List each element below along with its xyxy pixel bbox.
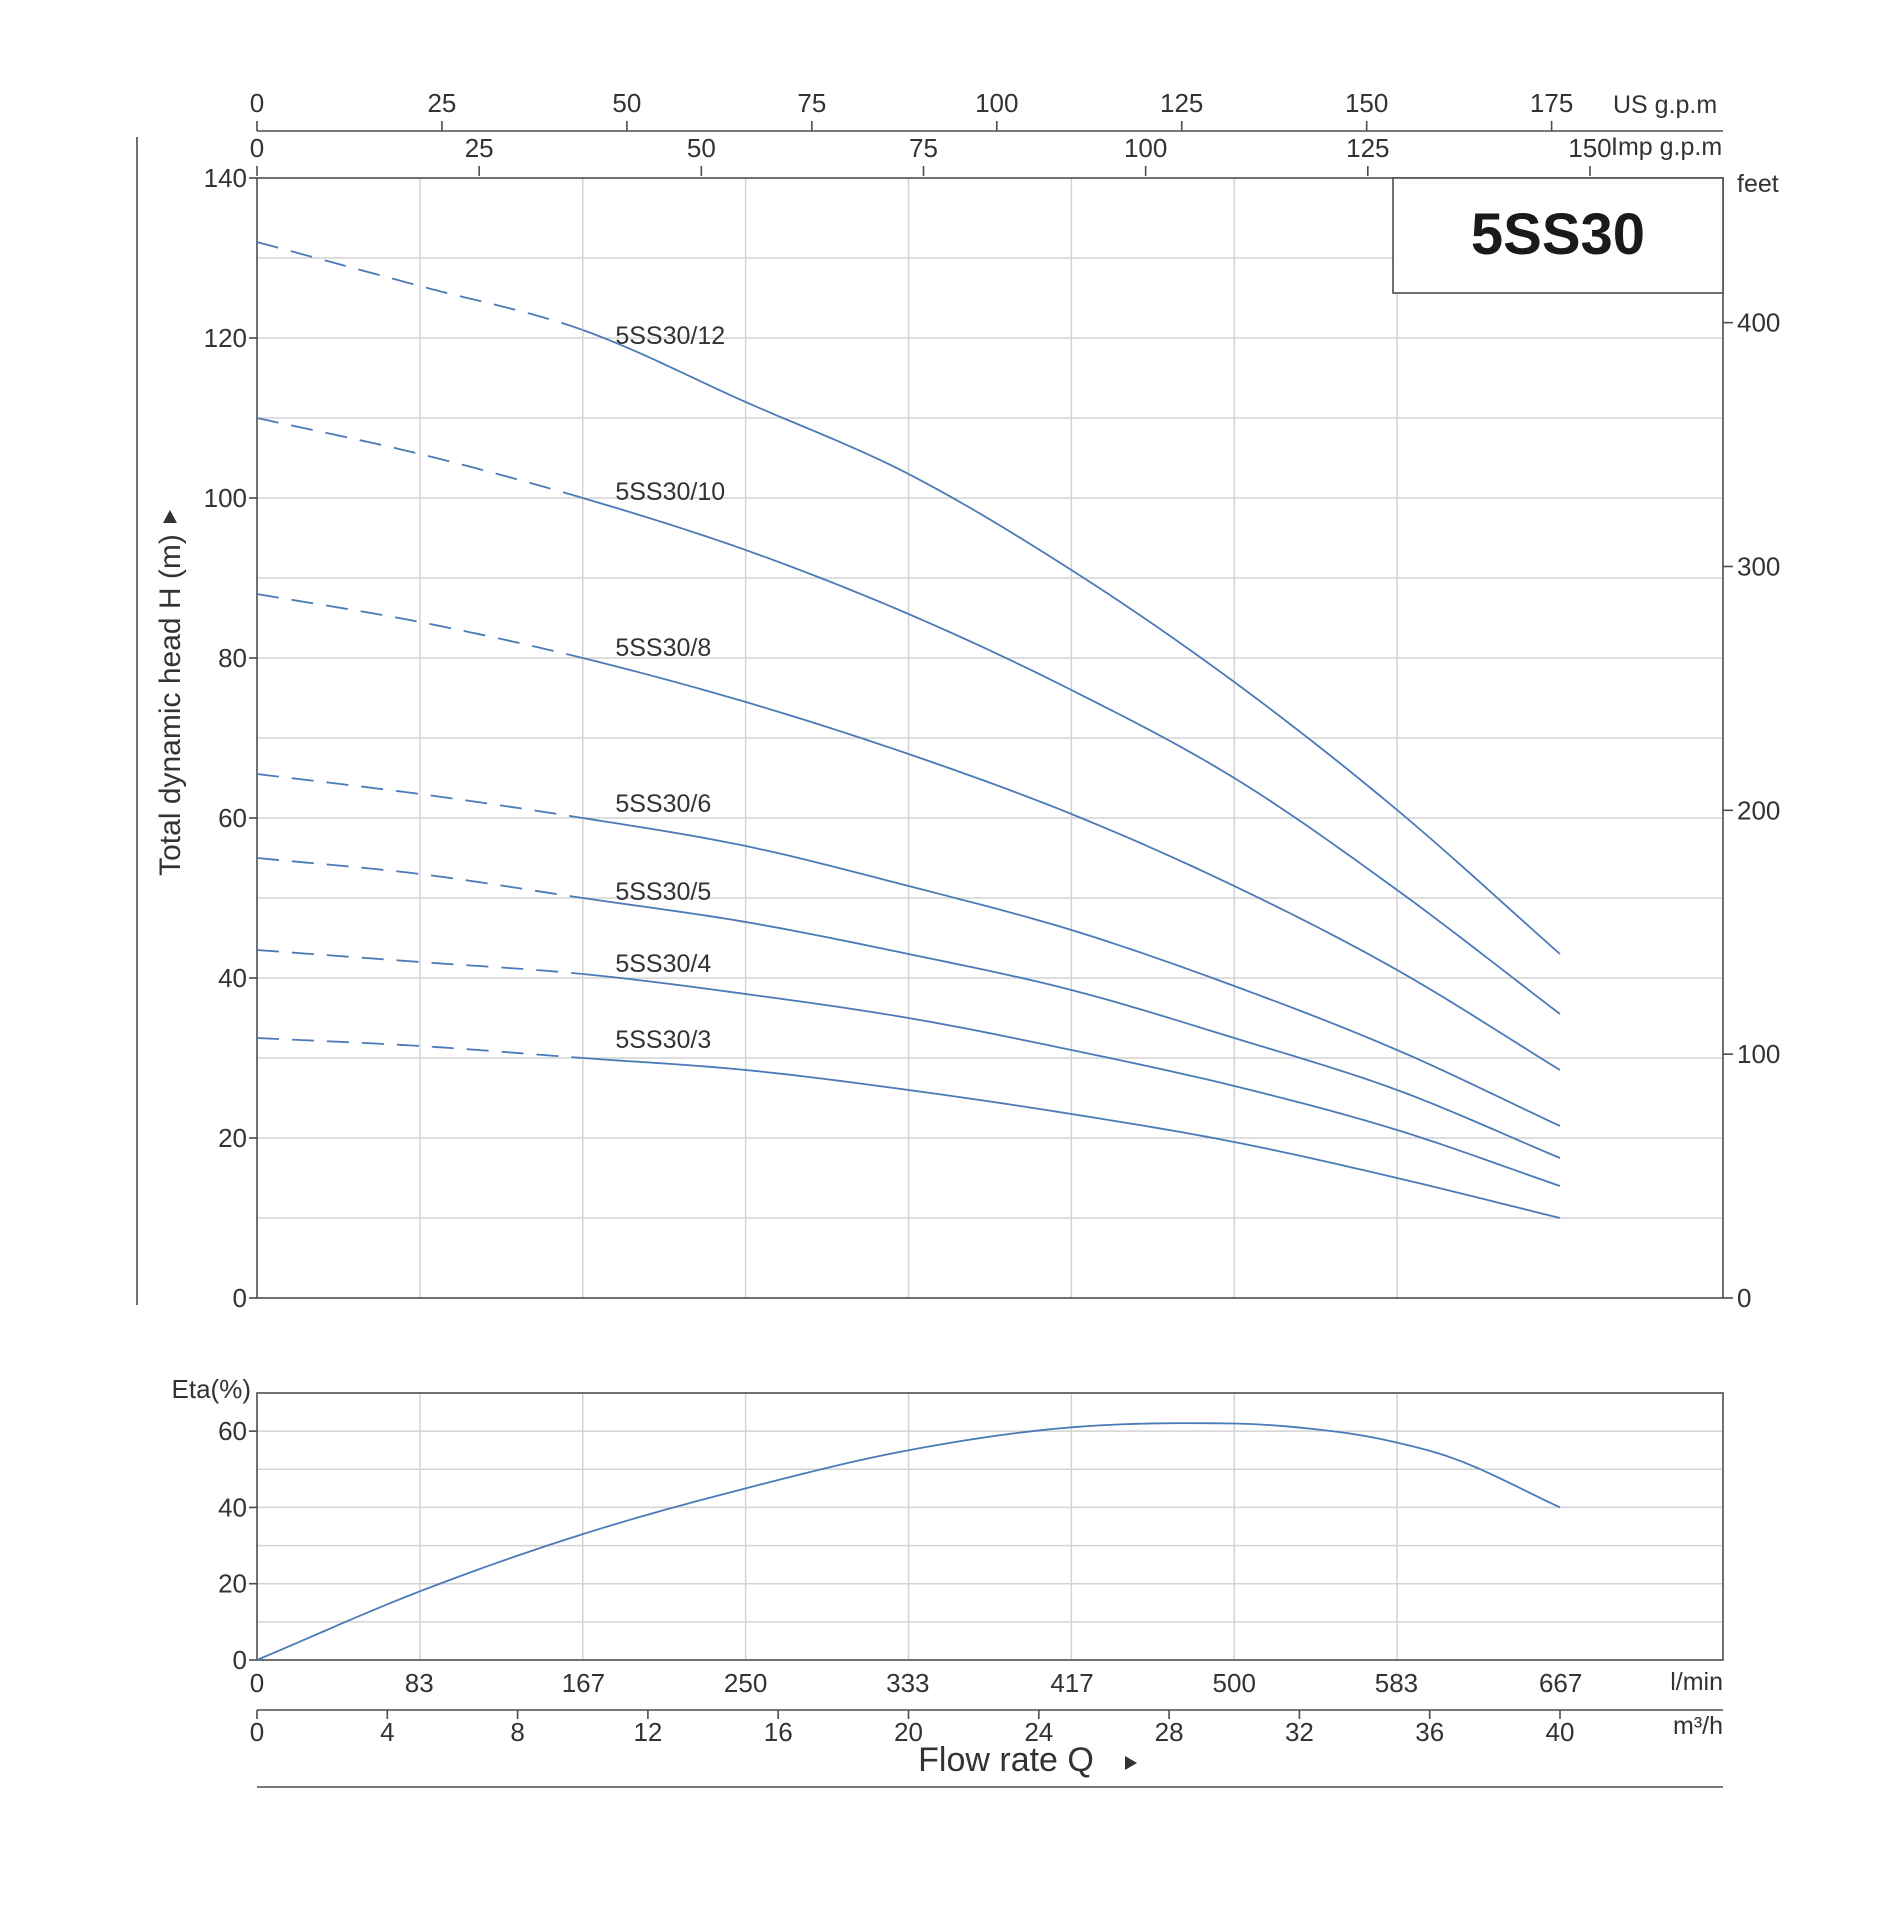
head-y-tick-label: 100 [204,483,247,513]
head-curve-5SS30-4 [582,973,1561,1187]
m3h-tick-label: 16 [764,1717,793,1747]
imp-gpm-tick-label: 25 [465,133,494,163]
model-title-box [1392,177,1724,294]
imp-gpm-tick-label: 100 [1124,133,1167,163]
head-curve-dashed-5SS30-12 [256,241,584,331]
feet-tick-label: 200 [1737,795,1780,825]
flow-rate-title: Flow rate Q [918,1741,1094,1779]
head-curve-5SS30-8 [582,657,1561,1071]
imp-gpm-unit-label: Imp g.p.m [1611,133,1722,161]
lmin-tick-label: 0 [250,1668,264,1698]
curve-label-5SS30-10: 5SS30/10 [615,478,725,506]
eta-axis-title: Eta(%) [172,1374,251,1404]
head-y-tick-label: 120 [204,323,247,353]
head-curve-5SS30-10 [582,497,1561,1015]
y-axis-arrow-icon [163,510,177,523]
feet-tick-label: 300 [1737,551,1780,581]
eta-y-tick-label: 60 [218,1416,247,1446]
m3h-tick-label: 36 [1415,1717,1444,1747]
eta-plot-frame [256,1392,1724,1661]
head-curve-dashed-5SS30-4 [256,949,583,975]
feet-unit-label: feet [1737,170,1779,198]
lmin-tick-label: 83 [405,1668,434,1698]
curve-label-5SS30-3: 5SS30/3 [615,1026,711,1054]
text-layer: 0204060801001201400100200300400feetTotal… [154,88,1780,1779]
eta-y-tick-label: 0 [233,1645,247,1675]
us-gpm-tick-label: 175 [1530,88,1573,118]
head-curve-5SS30-3 [582,1057,1561,1219]
m3h-tick-label: 24 [1024,1717,1053,1747]
m3h-tick-label: 8 [510,1717,524,1747]
curve-label-5SS30-8: 5SS30/8 [615,634,711,662]
imp-gpm-tick-label: 150 [1568,133,1611,163]
feet-tick-label: 0 [1737,1283,1751,1313]
flow-arrow-icon [1125,1756,1137,1770]
curve-label-5SS30-12: 5SS30/12 [615,322,725,350]
grid-layer [257,178,1723,1660]
head-y-tick-label: 40 [218,963,247,993]
feet-tick-label: 400 [1737,308,1780,338]
lmin-unit-label: l/min [1670,1668,1723,1696]
head-curve-dashed-5SS30-6 [256,773,583,819]
m3h-tick-label: 4 [380,1717,394,1747]
lmin-tick-label: 333 [886,1668,929,1698]
head-curve-dashed-5SS30-10 [256,417,584,499]
us-gpm-tick-label: 0 [250,88,264,118]
us-gpm-tick-label: 150 [1345,88,1388,118]
lmin-tick-label: 500 [1213,1668,1256,1698]
axes-layer [136,121,1733,1788]
head-curve-dashed-5SS30-3 [256,1037,583,1059]
us-gpm-tick-label: 50 [612,88,641,118]
eta-y-tick-label: 40 [218,1492,247,1522]
us-gpm-unit-label: US g.p.m [1613,91,1717,119]
m3h-tick-label: 20 [894,1717,923,1747]
m3h-tick-label: 12 [633,1717,662,1747]
us-gpm-tick-label: 100 [975,88,1018,118]
m3h-tick-label: 28 [1155,1717,1184,1747]
head-curve-dashed-5SS30-5 [256,857,583,899]
imp-gpm-tick-label: 0 [250,133,264,163]
model-title: 5SS30 [1471,202,1645,267]
head-curve-5SS30-6 [582,817,1561,1127]
head-curve-dashed-5SS30-8 [256,593,583,659]
us-gpm-tick-label: 25 [427,88,456,118]
head-y-axis-title: Total dynamic head H (m) [154,534,187,876]
head-y-tick-label: 80 [218,643,247,673]
lmin-tick-label: 417 [1050,1668,1093,1698]
head-y-tick-label: 20 [218,1123,247,1153]
eta-y-tick-label: 20 [218,1569,247,1599]
head-y-tick-label: 0 [233,1283,247,1313]
imp-gpm-tick-label: 75 [909,133,938,163]
curve-label-5SS30-4: 5SS30/4 [615,950,711,978]
lmin-tick-label: 667 [1539,1668,1582,1698]
head-curve-5SS30-12 [582,329,1561,955]
us-gpm-tick-label: 75 [797,88,826,118]
head-y-tick-label: 140 [204,163,247,193]
curves-layer [256,241,1561,1661]
m3h-tick-label: 0 [250,1717,264,1747]
m3h-tick-label: 32 [1285,1717,1314,1747]
lmin-tick-label: 583 [1375,1668,1418,1698]
efficiency-curve [256,1422,1561,1661]
lmin-tick-label: 250 [724,1668,767,1698]
m3h-tick-label: 40 [1546,1717,1575,1747]
lmin-tick-label: 167 [562,1668,605,1698]
head-curve-5SS30-5 [582,897,1561,1159]
head-plot-frame [256,177,1724,1299]
head-y-tick-label: 60 [218,803,247,833]
curve-label-5SS30-6: 5SS30/6 [615,790,711,818]
imp-gpm-tick-label: 125 [1346,133,1389,163]
m3h-unit-label: m³/h [1673,1712,1723,1740]
curve-label-5SS30-5: 5SS30/5 [615,878,711,906]
imp-gpm-tick-label: 50 [687,133,716,163]
us-gpm-tick-label: 125 [1160,88,1203,118]
feet-tick-label: 100 [1737,1039,1780,1069]
